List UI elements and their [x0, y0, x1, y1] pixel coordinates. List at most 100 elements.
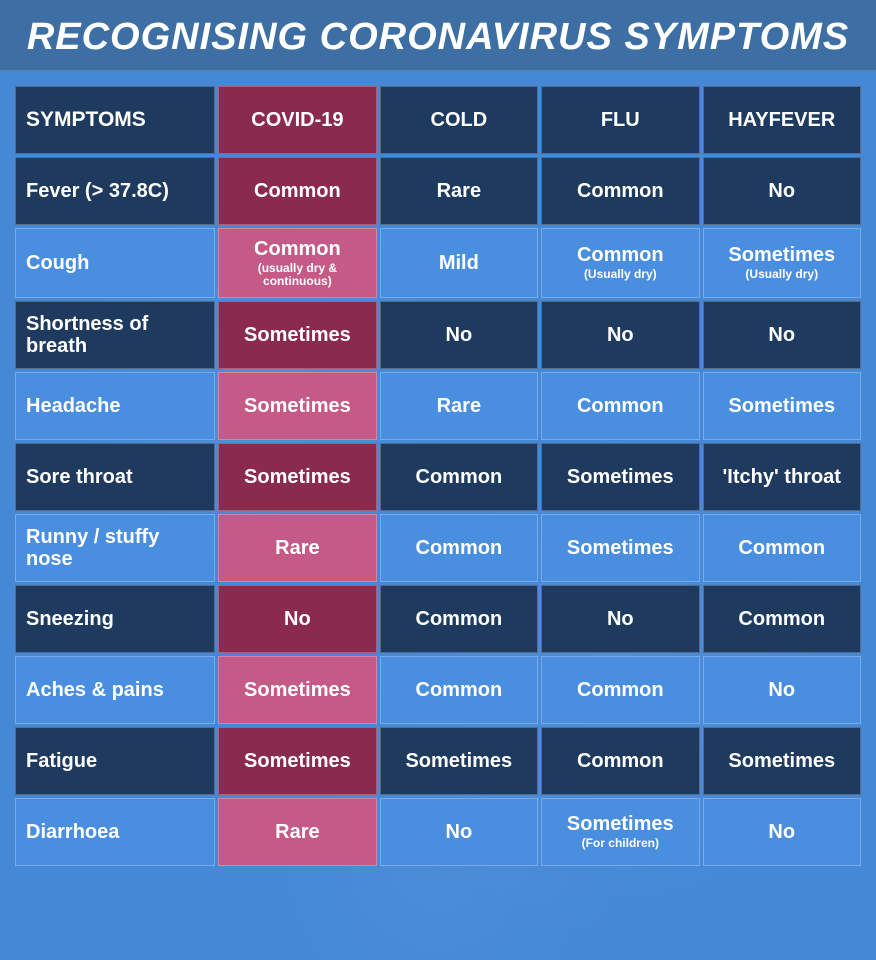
symptom-label: Sneezing — [15, 585, 215, 653]
symptom-label: Cough — [15, 228, 215, 298]
symptom-label: Aches & pains — [15, 656, 215, 724]
cell-main-text: Common — [416, 537, 503, 559]
cell-main-text: Mild — [439, 252, 479, 274]
cell-main-text: No — [768, 679, 795, 701]
cell-value: Common — [380, 514, 538, 582]
cell-value: Sometimes — [380, 727, 538, 795]
cell-main-text: No — [284, 608, 311, 630]
cell-value: No — [380, 301, 538, 369]
cell-main-text: No — [446, 821, 473, 843]
cell-value: No — [703, 157, 861, 225]
cell-value: Sometimes — [218, 727, 376, 795]
cell-main-text: Common — [738, 608, 825, 630]
cell-main-text: Common — [416, 466, 503, 488]
cell-value: No — [380, 798, 538, 866]
cell-main-text: Sometimes — [244, 750, 351, 772]
table-container: SYMPTOMS COVID-19 COLD FLU HAYFEVER Feve… — [0, 71, 876, 881]
col-header-symptoms: SYMPTOMS — [15, 86, 215, 154]
cell-value: Common — [380, 585, 538, 653]
cell-value: Common(usually dry & continuous) — [218, 228, 376, 298]
cell-main-text: Rare — [275, 821, 319, 843]
cell-value: Sometimes (Usually dry) — [703, 228, 861, 298]
cell-main-text: No — [607, 324, 634, 346]
table-row: Aches & pains Sometimes Common Common No — [15, 656, 861, 724]
cell-value: Common — [218, 157, 376, 225]
cell-value: Sometimes — [218, 301, 376, 369]
symptom-label: Headache — [15, 372, 215, 440]
col-header-covid19: COVID-19 — [218, 86, 376, 154]
cell-main-text: No — [446, 324, 473, 346]
cell-value: 'Itchy' throat — [703, 443, 861, 511]
cell-main-text: No — [768, 324, 795, 346]
cell-main-text: Common — [416, 608, 503, 630]
cell-value: No — [703, 656, 861, 724]
cell-main-text: Sometimes — [728, 244, 835, 266]
cell-value: No — [703, 301, 861, 369]
cell-main-text: Sometimes — [244, 466, 351, 488]
table-row: Fever (> 37.8C) Common Rare Common No — [15, 157, 861, 225]
cell-value: Sometimes — [218, 443, 376, 511]
cell-value: Mild — [380, 228, 538, 298]
cell-sub-text: (usually dry & continuous) — [227, 262, 367, 287]
col-header-cold: COLD — [380, 86, 538, 154]
symptom-label: Runny / stuffy nose — [15, 514, 215, 582]
cell-main-text: Sometimes — [567, 813, 674, 835]
cell-main-text: Rare — [275, 537, 319, 559]
cell-value: Rare — [380, 157, 538, 225]
cell-main-text: Sometimes — [244, 679, 351, 701]
table-row: Diarrhoea Rare No Sometimes (For children) No — [15, 798, 861, 866]
cell-value: No — [218, 585, 376, 653]
cell-value: Sometimes — [541, 514, 699, 582]
cell-main-text: Sometimes — [244, 324, 351, 346]
table-header-row: SYMPTOMS COVID-19 COLD FLU HAYFEVER — [15, 86, 861, 154]
symptom-label: Shortness of breath — [15, 301, 215, 369]
page-title: RECOGNISING CORONAVIRUS SYMPTOMS — [0, 0, 876, 71]
cell-value: No — [703, 798, 861, 866]
cell-sub-text: (Usually dry) — [550, 268, 690, 281]
cell-value: Rare — [218, 514, 376, 582]
cell-main-text: Sometimes — [728, 750, 835, 772]
cell-sub-text: (Usually dry) — [712, 268, 852, 281]
cell-value: Common — [541, 727, 699, 795]
cell-main-text: 'Itchy' throat — [723, 466, 841, 488]
cell-sub-text: (For children) — [550, 837, 690, 850]
symptom-label: Fatigue — [15, 727, 215, 795]
cell-main-text: Rare — [437, 180, 481, 202]
table-row: SneezingNoCommonNoCommon — [15, 585, 861, 653]
cell-main-text: Common — [738, 537, 825, 559]
cell-value: Sometimes — [218, 372, 376, 440]
table-row: CoughCommon(usually dry & continuous)Mil… — [15, 228, 861, 298]
cell-main-text: Rare — [437, 395, 481, 417]
cell-value: Common — [380, 443, 538, 511]
cell-value: Common — [541, 656, 699, 724]
table-row: Sore throat Sometimes Common Sometimes 'Itch… — [15, 443, 861, 511]
cell-value: Sometimes — [218, 656, 376, 724]
cell-main-text: Common — [577, 244, 664, 266]
cell-main-text: Sometimes — [405, 750, 512, 772]
table-row: Headache Sometimes Rare Common Sometimes — [15, 372, 861, 440]
col-header-hayfever: HAYFEVER — [703, 86, 861, 154]
symptom-label: Diarrhoea — [15, 798, 215, 866]
cell-main-text: Sometimes — [728, 395, 835, 417]
cell-value: Rare — [380, 372, 538, 440]
cell-value: Sometimes (For children) — [541, 798, 699, 866]
symptoms-table: SYMPTOMS COVID-19 COLD FLU HAYFEVER Feve… — [12, 83, 864, 869]
cell-value: Common — [541, 157, 699, 225]
cell-main-text: Common — [577, 180, 664, 202]
symptom-label: Sore throat — [15, 443, 215, 511]
cell-main-text: No — [768, 821, 795, 843]
col-header-flu: FLU — [541, 86, 699, 154]
cell-main-text: Common — [416, 679, 503, 701]
cell-value: Common — [703, 514, 861, 582]
cell-main-text: No — [768, 180, 795, 202]
cell-main-text: Common — [577, 750, 664, 772]
cell-main-text: Common — [577, 679, 664, 701]
cell-main-text: Common — [577, 395, 664, 417]
cell-main-text: Sometimes — [567, 466, 674, 488]
symptom-label: Fever (> 37.8C) — [15, 157, 215, 225]
cell-value: Sometimes — [541, 443, 699, 511]
cell-main-text: Sometimes — [244, 395, 351, 417]
cell-main-text: Common — [254, 180, 341, 202]
table-row: Shortness of breath Sometimes No No No — [15, 301, 861, 369]
cell-main-text: Sometimes — [567, 537, 674, 559]
